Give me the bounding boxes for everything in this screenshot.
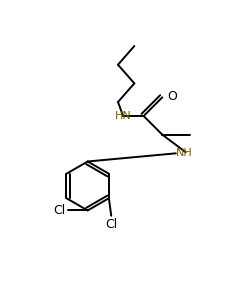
Text: Cl: Cl [54, 204, 66, 217]
Text: HN: HN [114, 111, 131, 121]
Text: NH: NH [176, 148, 193, 158]
Text: O: O [167, 90, 177, 103]
Text: Cl: Cl [105, 217, 117, 231]
